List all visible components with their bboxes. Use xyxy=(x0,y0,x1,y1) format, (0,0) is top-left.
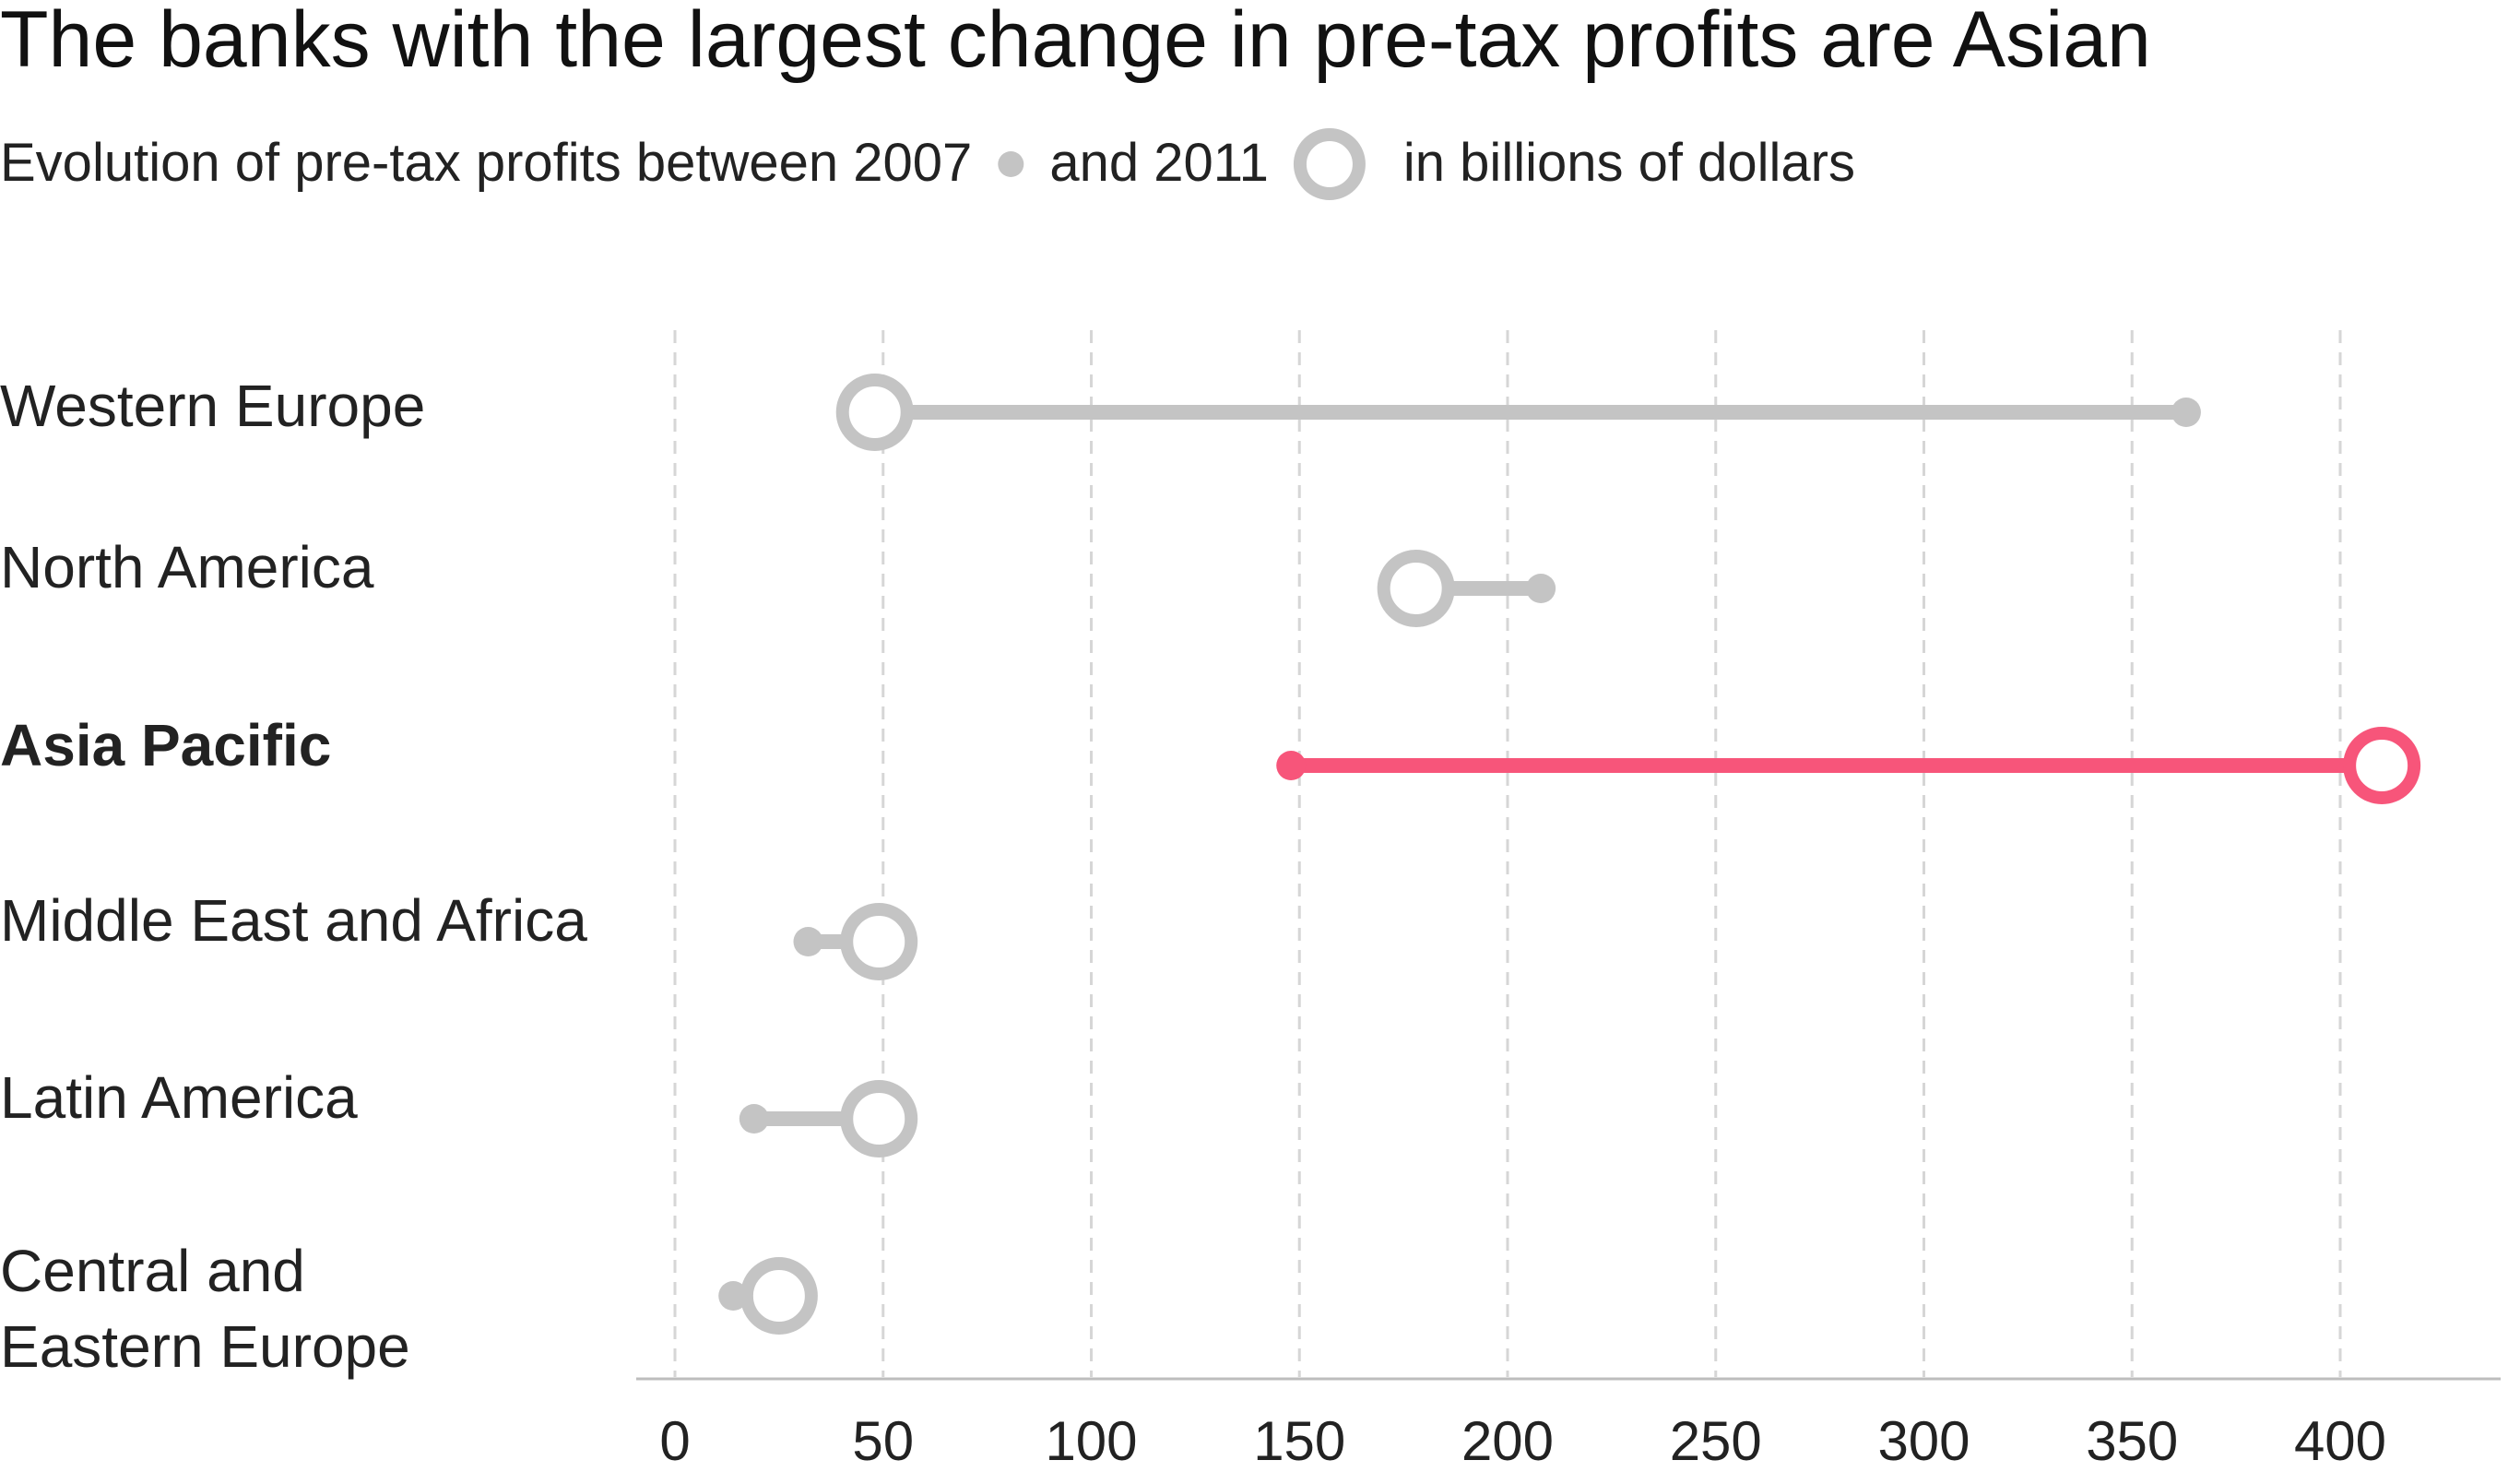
subtitle-text-middle: and 2011 xyxy=(1049,133,1269,193)
dot-2007 xyxy=(739,1104,769,1134)
x-axis-ticks: 0 50 100 150 200 250 300 350 400 xyxy=(659,1410,2386,1472)
subtitle-text-end: in billions of dollars xyxy=(1403,133,1855,193)
x-tick-label: 150 xyxy=(1253,1410,1345,1472)
category-label: Asia Pacific xyxy=(0,712,331,778)
ring-2011 xyxy=(846,1086,911,1151)
x-tick-label: 100 xyxy=(1045,1410,1137,1472)
dot-2007 xyxy=(2171,398,2201,427)
dot-2007 xyxy=(1526,574,1556,603)
category-label: Eastern Europe xyxy=(0,1313,410,1380)
category-label: Latin America xyxy=(0,1064,358,1131)
category-label: Central and xyxy=(0,1238,305,1304)
x-tick-label: 0 xyxy=(659,1410,690,1472)
gridlines xyxy=(675,330,2340,1377)
x-tick-label: 200 xyxy=(1461,1410,1554,1472)
ring-2011 xyxy=(846,909,911,974)
category-label: Middle East and Africa xyxy=(0,887,587,954)
x-tick-label: 300 xyxy=(1877,1410,1970,1472)
dumbbell-marks xyxy=(718,380,2414,1328)
subtitle-text-start: Evolution of pre-tax profits between 200… xyxy=(0,133,972,193)
category-label: Western Europe xyxy=(0,373,425,439)
x-tick-label: 250 xyxy=(1670,1410,1762,1472)
dot-2007 xyxy=(793,927,822,956)
x-tick-label: 400 xyxy=(2294,1410,2386,1472)
dot-2007 xyxy=(1276,751,1306,780)
subtitle: Evolution of pre-tax profits between 200… xyxy=(0,133,1855,194)
category-label: North America xyxy=(0,534,374,600)
ring-2011 xyxy=(2349,733,2414,798)
x-tick-label: 350 xyxy=(2086,1410,2178,1472)
x-tick-label: 50 xyxy=(852,1410,914,1472)
legend-2011-ring-icon xyxy=(1300,135,1359,194)
ring-2011 xyxy=(1384,556,1449,621)
category-labels: Western Europe North America Asia Pacific M… xyxy=(0,373,587,1380)
chart-title: The banks with the largest change in pre… xyxy=(0,0,2151,84)
ring-2011 xyxy=(843,380,907,445)
ring-2011 xyxy=(747,1264,811,1328)
legend-2007-dot-icon xyxy=(998,151,1023,177)
